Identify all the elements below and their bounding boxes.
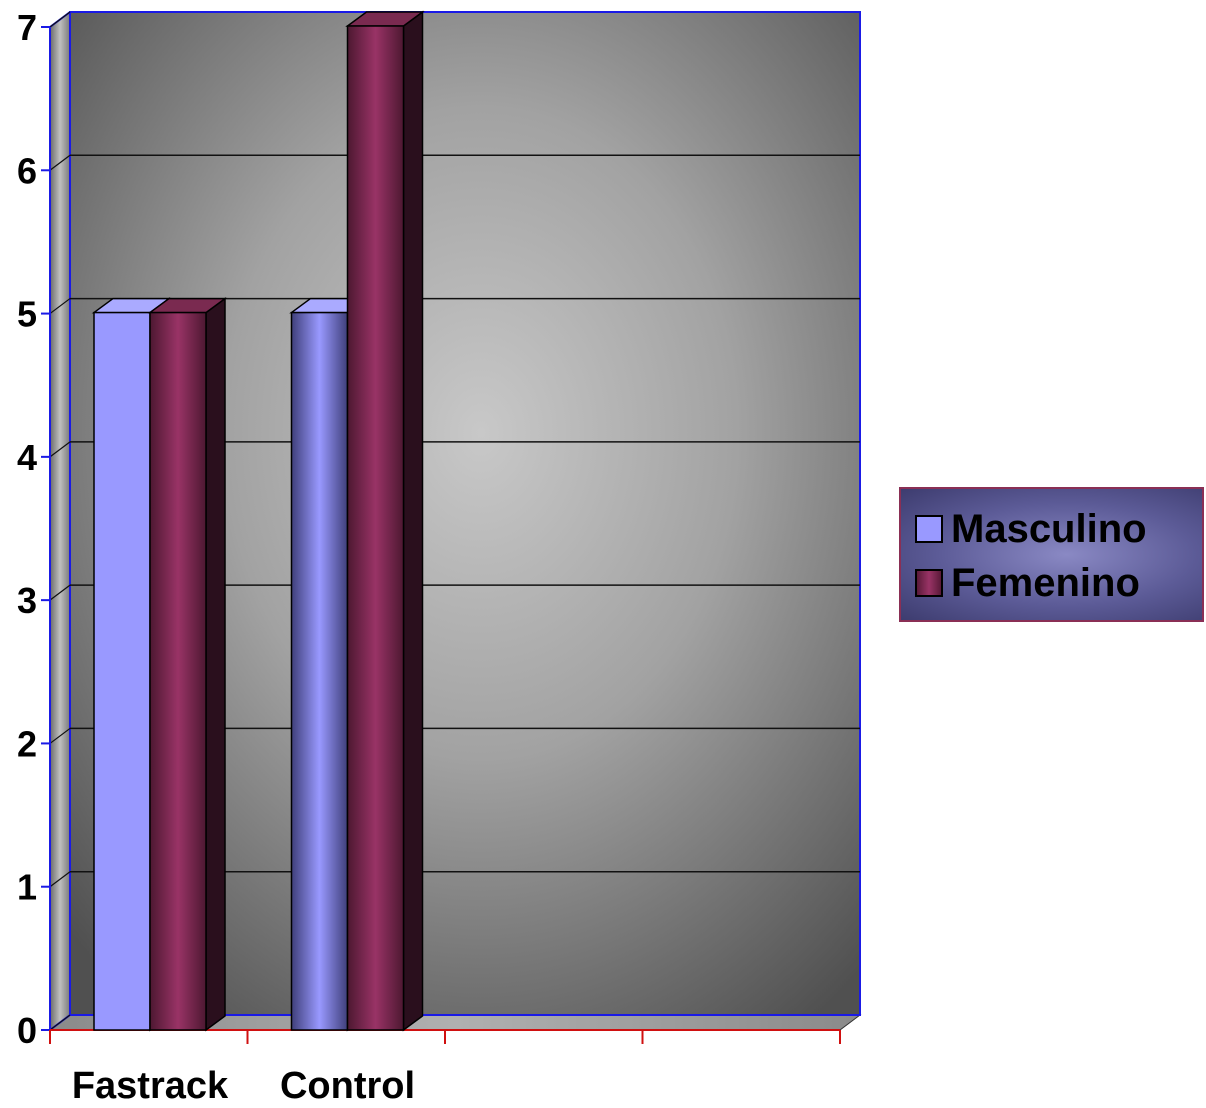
bar-femenino-control	[346, 25, 405, 1031]
side-wall	[50, 12, 70, 1030]
x-category-label: Fastrack	[72, 1065, 229, 1107]
legend-swatch-masculino	[915, 515, 943, 543]
legend-item-femenino: Femenino	[915, 563, 1140, 603]
gridline-side	[49, 727, 71, 744]
legend: Masculino Femenino	[899, 487, 1204, 622]
gridline-side	[49, 1014, 71, 1031]
bar-femenino-fastrack	[149, 311, 207, 1031]
y-tick-label: 2	[17, 723, 37, 764]
legend-label-femenino: Femenino	[951, 561, 1140, 605]
x-category-label: Control	[280, 1065, 415, 1107]
bar-masculino-control	[290, 311, 349, 1031]
y-tick-label: 1	[17, 867, 37, 908]
gridline-side	[49, 584, 71, 601]
y-tick-label: 7	[17, 7, 37, 48]
legend-label-masculino: Masculino	[951, 507, 1147, 551]
legend-swatch-femenino	[915, 569, 943, 597]
bar-side	[205, 297, 226, 1032]
y-tick-label: 6	[17, 150, 37, 191]
y-tick-label: 3	[17, 580, 37, 621]
y-tick-label: 4	[17, 437, 37, 478]
gridline-side	[49, 441, 71, 458]
gridline-side	[49, 871, 71, 888]
bars	[91, 10, 425, 1032]
gridline-side	[49, 11, 71, 28]
gridline-side	[49, 154, 71, 171]
bar-masculino-fastrack	[93, 311, 151, 1031]
back-wall-border	[69, 11, 861, 1016]
y-tick-label: 0	[17, 1010, 37, 1051]
gridline-side	[49, 298, 71, 315]
y-tick-label: 5	[17, 294, 37, 335]
bar-side	[402, 10, 424, 1032]
legend-item-masculino: Masculino	[915, 509, 1147, 549]
